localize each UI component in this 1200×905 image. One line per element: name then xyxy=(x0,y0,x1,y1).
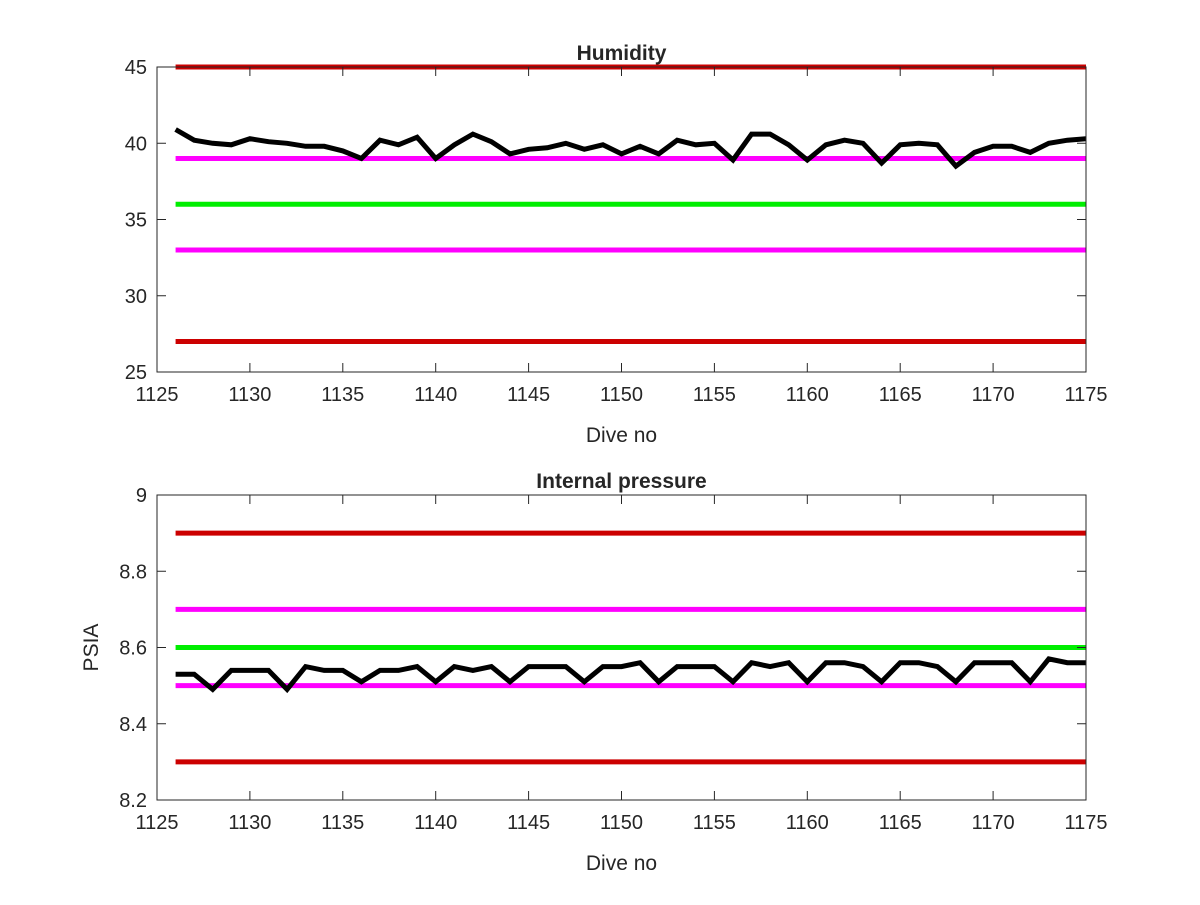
chart-title: Internal pressure xyxy=(536,470,706,493)
subplot-1: 1125 1130 1135 1140 1145 1150 1155 1160 1165 1170… xyxy=(125,42,1108,447)
y-tick-label: 8.4 xyxy=(119,714,147,736)
chart-title: Humidity xyxy=(577,42,667,65)
y-tick-label: 8.8 xyxy=(119,561,147,583)
x-axis-label: Dive no xyxy=(586,852,657,875)
x-tick-label: 1145 xyxy=(507,812,550,834)
x-axis-label: Dive no xyxy=(586,424,657,447)
x-tick-label: 1165 xyxy=(879,384,922,406)
x-tick-label: 1170 xyxy=(972,812,1015,834)
x-tick-label: 1135 xyxy=(321,384,364,406)
x-tick-label: 1140 xyxy=(414,812,457,834)
y-axis-label: PSIA xyxy=(80,624,103,672)
subplot-2: 1125 1130 1135 1140 1145 1150 1155 1160 1165 1170… xyxy=(80,470,1108,875)
x-tick-label: 1155 xyxy=(693,812,736,834)
x-tick-label: 1175 xyxy=(1064,812,1107,834)
x-tick-label: 1155 xyxy=(693,384,736,406)
x-tick-label: 1145 xyxy=(507,384,550,406)
x-tick-label: 1140 xyxy=(414,384,457,406)
x-tick-label: 1125 xyxy=(135,384,178,406)
x-tick-label: 1165 xyxy=(879,812,922,834)
x-tick-label: 1160 xyxy=(786,812,829,834)
y-tick-label: 45 xyxy=(125,57,147,79)
y-tick-label: 25 xyxy=(125,362,147,384)
x-tick-label: 1125 xyxy=(135,812,178,834)
data-series-line xyxy=(175,656,1086,694)
x-tick-label: 1130 xyxy=(228,384,271,406)
x-tick-label: 1170 xyxy=(972,384,1015,406)
y-tick-label: 9 xyxy=(136,485,147,507)
y-tick-label: 30 xyxy=(125,286,147,308)
data-series-line xyxy=(174,127,1087,170)
y-tick-label: 8.2 xyxy=(119,790,147,812)
x-tick-label: 1160 xyxy=(786,384,829,406)
x-tick-label: 1135 xyxy=(321,812,364,834)
x-tick-label: 1130 xyxy=(228,812,271,834)
y-tick-label: 40 xyxy=(125,133,147,155)
y-tick-label: 8.6 xyxy=(119,638,147,660)
x-tick-label: 1175 xyxy=(1064,384,1107,406)
axes-box xyxy=(156,66,1087,373)
y-tick-label: 35 xyxy=(125,210,147,232)
x-tick-label: 1150 xyxy=(600,812,643,834)
x-tick-label: 1150 xyxy=(600,384,643,406)
